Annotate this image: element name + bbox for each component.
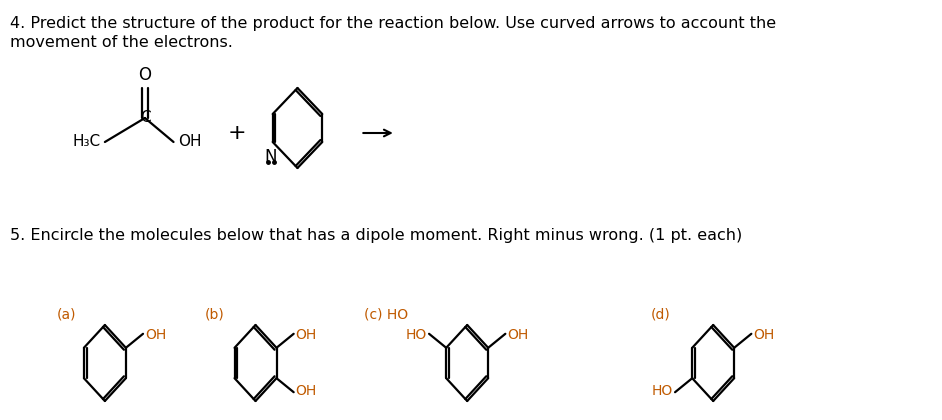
Text: HO: HO — [406, 328, 427, 342]
Text: 5. Encircle the molecules below that has a dipole moment. Right minus wrong. (1 : 5. Encircle the molecules below that has… — [9, 228, 741, 243]
Text: movement of the electrons.: movement of the electrons. — [9, 35, 233, 50]
Text: O: O — [138, 66, 152, 84]
Text: OH: OH — [296, 384, 317, 398]
Text: OH: OH — [754, 328, 774, 342]
Text: 4. Predict the structure of the product for the reaction below. Use curved arrow: 4. Predict the structure of the product … — [9, 16, 775, 31]
Text: OH: OH — [178, 134, 202, 150]
Text: (d): (d) — [650, 307, 670, 321]
Text: +: + — [227, 123, 246, 143]
Text: HO: HO — [652, 384, 674, 398]
Text: OH: OH — [145, 328, 166, 342]
Text: N: N — [265, 148, 277, 166]
Text: C: C — [140, 110, 152, 126]
Text: (b): (b) — [205, 307, 225, 321]
Text: OH: OH — [296, 328, 317, 342]
Text: (c) HO: (c) HO — [365, 307, 408, 321]
Text: OH: OH — [507, 328, 528, 342]
Text: (a): (a) — [57, 307, 76, 321]
Text: H₃C: H₃C — [73, 134, 101, 150]
